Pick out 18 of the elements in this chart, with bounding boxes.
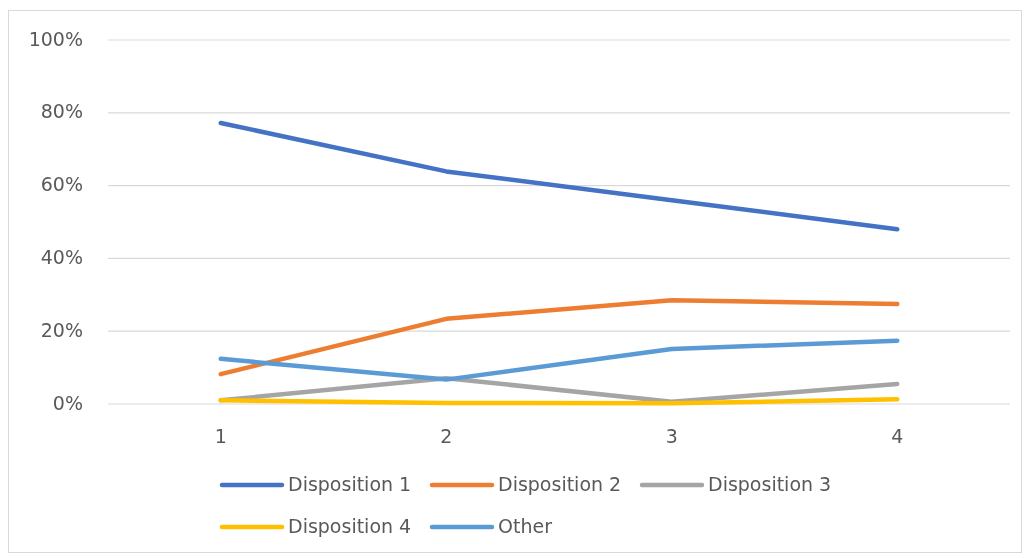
x-tick-label: 3	[665, 424, 678, 447]
legend-label: Disposition 3	[708, 472, 832, 495]
y-tick-label: 80%	[40, 100, 83, 123]
y-tick-label: 20%	[40, 318, 83, 341]
legend-label: Disposition 2	[498, 472, 622, 495]
y-tick-label: 60%	[40, 173, 83, 196]
line-series	[218, 298, 900, 377]
x-tick-label: 1	[214, 424, 227, 447]
legend-label: Disposition 1	[288, 472, 412, 495]
y-tick-label: 100%	[28, 27, 83, 50]
legend-label: Other	[498, 514, 553, 537]
x-tick-label: 2	[440, 424, 453, 447]
legend-label: Disposition 4	[288, 514, 412, 537]
line-series	[218, 120, 900, 232]
line-series	[218, 338, 900, 382]
x-tick-label: 4	[891, 424, 904, 447]
y-tick-label: 0%	[52, 391, 83, 414]
y-tick-label: 40%	[40, 245, 83, 268]
